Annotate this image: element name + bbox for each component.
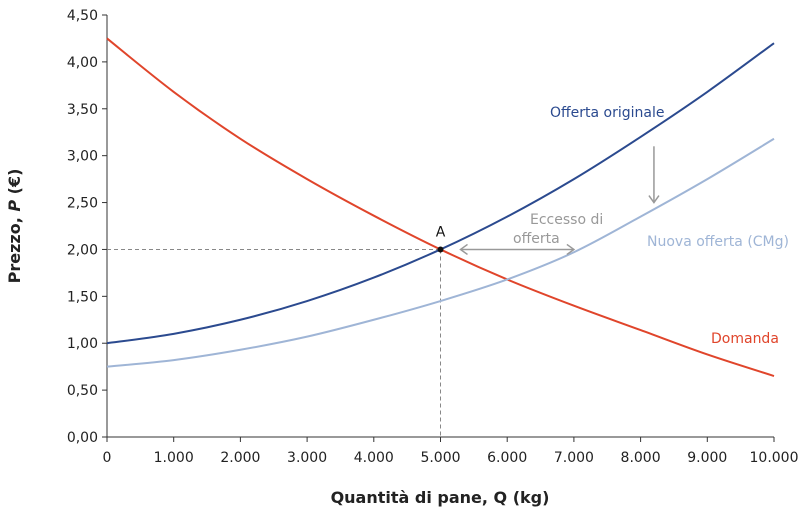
y-tick-label: 1,00 <box>67 336 98 352</box>
x-tick-label: 9.000 <box>687 450 727 466</box>
y-tick-label: 2,50 <box>67 196 98 212</box>
curves <box>106 37 775 377</box>
x-tick-label: 7.000 <box>554 450 594 466</box>
y-axis-label: Prezzo, P (€) <box>5 169 24 284</box>
arrowhead-down <box>648 195 660 204</box>
y-tick-label: 2,00 <box>67 242 98 258</box>
x-tick-label: 8.000 <box>621 450 661 466</box>
x-tick-label: 0 <box>103 450 112 466</box>
arrowhead-right <box>566 243 576 256</box>
x-tick-label: 1.000 <box>154 450 194 466</box>
y-tick-label: 4,50 <box>67 8 98 24</box>
excess-label-line2: offerta <box>513 231 560 247</box>
label-original-supply: Offerta originale <box>550 105 665 121</box>
x-tick-label: 6.000 <box>487 450 527 466</box>
arrowhead-left <box>459 243 468 256</box>
original-supply-curve <box>106 42 775 345</box>
label-demand: Domanda <box>711 331 779 347</box>
x-tick-label: 10.000 <box>750 450 799 466</box>
y-tick-label: 3,50 <box>67 102 98 118</box>
y-tick-label: 3,00 <box>67 149 98 165</box>
y-tick-label: 0,00 <box>67 430 98 446</box>
guide-lines <box>107 248 441 437</box>
x-tick-label: 5.000 <box>420 450 460 466</box>
label-new-supply: Nuova offerta (CMg) <box>647 234 789 250</box>
excess-label-line1: Eccesso di <box>530 212 603 228</box>
x-tick-label: 4.000 <box>354 450 394 466</box>
y-tick-label: 0,50 <box>67 383 98 399</box>
y-tick-label: 4,00 <box>67 55 98 71</box>
y-tick-label: 1,50 <box>67 289 98 305</box>
new-supply-curve <box>106 137 775 368</box>
axes: 0,00 0,50 1,00 1,50 2,00 2,50 3,00 3,50 4,00 4,50… <box>67 8 799 466</box>
x-tick-label: 3.000 <box>287 450 327 466</box>
x-tick-label: 2.000 <box>220 450 260 466</box>
point-label-a: A <box>436 224 446 240</box>
x-axis-label: Quantità di pane, Q (kg) <box>331 488 550 507</box>
demand-curve <box>106 37 775 377</box>
equilibrium-point <box>437 246 444 253</box>
annotations: Offerta originale Nuova offerta (CMg) Doma… <box>436 105 789 347</box>
